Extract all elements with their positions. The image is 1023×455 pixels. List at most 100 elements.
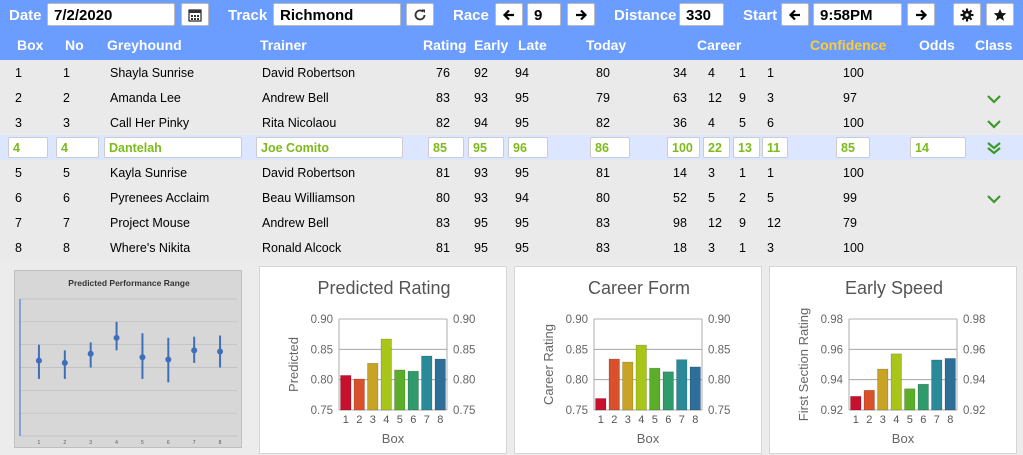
y-tick-label: 0.75 (566, 405, 588, 417)
track-input[interactable]: Richmond (273, 3, 401, 26)
x-tick-label: 6 (410, 414, 416, 426)
table-row[interactable]: 2 2 Amanda Lee Andrew Bell 83 93 95 79 63 12 9 3 97 (0, 85, 1023, 110)
y-tick-label-right: 0.75 (708, 405, 730, 417)
favorite-button[interactable] (986, 3, 1014, 26)
early-speed-card: Early Speed 0.98 0.98 0.96 0.96 0.94 0.94 0.92 0… (769, 266, 1017, 454)
x-tick-label: 3 (89, 440, 92, 446)
distance-input[interactable]: 330 (679, 3, 724, 26)
table-row[interactable]: 6 6 Pyrenees Acclaim Beau Williamson 80 93 94 8… (0, 185, 1023, 210)
bar-5 (394, 369, 406, 411)
header-career[interactable]: Career (697, 37, 742, 53)
table-row[interactable]: 1 1 Shayla Sunrise David Robertson 76 92 94 80 3… (0, 60, 1023, 85)
cell-no[interactable]: 4 (56, 137, 99, 158)
cell-box: 1 (15, 66, 22, 80)
arrow-left-icon (502, 9, 514, 20)
y-tick-label: 0.80 (566, 375, 588, 387)
y-tick-label: 0.94 (821, 375, 844, 387)
header-confidence[interactable]: Confidence (810, 37, 887, 53)
chart-title: Career Form (588, 278, 690, 298)
cell-c2: 3 (708, 166, 715, 180)
x-axis-label: Box (382, 431, 405, 446)
x-tick-label: 1 (598, 414, 604, 426)
header-greyhound[interactable]: Greyhound (107, 37, 182, 53)
calendar-icon (188, 8, 202, 22)
bar-4 (890, 353, 902, 411)
cell-greyhound: Call Her Pinky (110, 116, 190, 130)
cell-c4[interactable]: 11 (762, 137, 788, 158)
cell-c1[interactable]: 100 (667, 137, 700, 158)
settings-button[interactable] (953, 3, 981, 26)
table-row-selected[interactable]: 4 4 Dantelah Joe Comito 85 95 96 86 100 22 13 11 85 1… (0, 135, 1023, 160)
x-tick-label: 6 (665, 414, 671, 426)
cell-greyhound: Kayla Sunrise (110, 166, 188, 180)
cell-box: 3 (15, 116, 22, 130)
cell-c3[interactable]: 13 (733, 137, 760, 158)
x-tick-label: 8 (692, 414, 698, 426)
start-prev-button[interactable] (781, 3, 809, 26)
x-tick-label: 5 (397, 414, 403, 426)
charts-area: Predicted Performance Range 1 2 3 4 5 6 7 8 Pred… (0, 260, 1023, 455)
cell-c1: 36 (673, 116, 687, 130)
bar-3 (622, 361, 634, 411)
bar-6 (662, 371, 674, 411)
cell-c2: 3 (708, 241, 715, 255)
cell-confidence: 100 (843, 166, 864, 180)
cell-trainer: Rita Nicolaou (262, 116, 337, 130)
header-odds[interactable]: Odds (919, 37, 955, 53)
cell-confidence: 100 (843, 66, 864, 80)
career-form-chart: Career Form 0.90 0.90 0.85 0.85 0.80 0.80 0.75 0… (541, 278, 730, 446)
cell-late[interactable]: 96 (508, 137, 548, 158)
cell-late: 94 (515, 191, 529, 205)
cell-late: 95 (515, 91, 529, 105)
cell-odds[interactable]: 14 (910, 137, 966, 158)
cell-box[interactable]: 4 (8, 137, 48, 158)
y-tick-label: 0.85 (311, 344, 333, 356)
date-input[interactable]: 7/2/2020 (47, 3, 175, 26)
start-next-button[interactable] (907, 3, 935, 26)
cell-c3: 2 (739, 191, 746, 205)
cell-greyhound: Amanda Lee (110, 91, 181, 105)
cell-trainer: Andrew Bell (262, 91, 329, 105)
header-rating[interactable]: Rating (423, 37, 467, 53)
header-box[interactable]: Box (17, 37, 44, 53)
header-no[interactable]: No (65, 37, 84, 53)
calendar-button[interactable] (181, 3, 209, 26)
race-prev-button[interactable] (495, 3, 523, 26)
table-header: Box No Greyhound Trainer Rating Early La… (0, 30, 1023, 60)
cell-c3: 1 (739, 66, 746, 80)
cell-today[interactable]: 86 (590, 137, 630, 158)
cell-rating[interactable]: 85 (428, 137, 464, 158)
bar-7 (676, 359, 688, 411)
point-3 (87, 350, 94, 357)
cell-trainer: Ronald Alcock (262, 241, 342, 255)
header-late[interactable]: Late (518, 37, 547, 53)
bar-8 (944, 358, 956, 411)
cell-greyhound[interactable]: Dantelah (104, 137, 242, 158)
cell-trainer[interactable]: Joe Comito (256, 137, 403, 158)
y-tick-label: 0.92 (821, 405, 843, 417)
cell-c2[interactable]: 22 (703, 137, 730, 158)
header-trainer[interactable]: Trainer (260, 37, 307, 53)
header-class[interactable]: Class (975, 37, 1013, 53)
header-today[interactable]: Today (586, 37, 627, 53)
x-tick-label: 7 (679, 414, 685, 426)
race-input[interactable]: 9 (527, 3, 561, 26)
bar-8 (434, 358, 446, 411)
race-next-button[interactable] (567, 3, 595, 26)
table-row[interactable]: 8 8 Where's Nikita Ronald Alcock 81 95 95 83 18 3… (0, 235, 1023, 260)
cell-confidence[interactable]: 85 (836, 137, 870, 158)
refresh-icon (414, 9, 426, 20)
cell-late: 95 (515, 166, 529, 180)
x-tick-label: 6 (167, 440, 170, 446)
header-early[interactable]: Early (474, 37, 509, 53)
start-time-input[interactable]: 9:58PM (813, 3, 902, 26)
performance-range-thumbnail[interactable]: Predicted Performance Range 1 2 3 4 5 6 7 8 (14, 270, 242, 448)
table-row[interactable]: 5 5 Kayla Sunrise David Robertson 81 93 95 81 14… (0, 160, 1023, 185)
table-row[interactable]: 3 3 Call Her Pinky Rita Nicolaou 82 94 95 82 36 4… (0, 110, 1023, 135)
table-row[interactable]: 7 7 Project Mouse Andrew Bell 83 95 95 83 98 12 9 1… (0, 210, 1023, 235)
star-icon (993, 8, 1007, 21)
refresh-button[interactable] (406, 3, 434, 26)
cell-greyhound: Shayla Sunrise (110, 66, 195, 80)
cell-early[interactable]: 95 (468, 137, 504, 158)
cell-no: 6 (63, 191, 70, 205)
